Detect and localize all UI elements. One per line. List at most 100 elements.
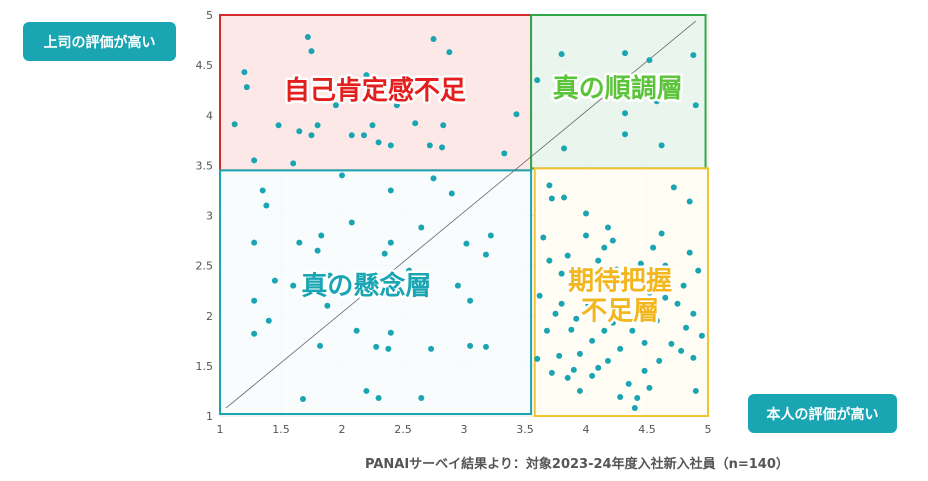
data-point: [412, 120, 419, 127]
data-point: [540, 234, 547, 241]
data-point: [570, 366, 577, 373]
data-point: [698, 332, 705, 339]
data-point: [580, 281, 587, 288]
y-tick-label: 4.5: [196, 59, 214, 72]
data-point: [467, 342, 474, 349]
data-point: [641, 339, 648, 346]
data-point: [646, 384, 653, 391]
data-point: [375, 394, 382, 401]
data-point: [324, 302, 331, 309]
data-point: [381, 250, 388, 257]
data-point: [678, 347, 685, 354]
data-point: [622, 131, 629, 138]
data-point: [629, 327, 636, 334]
data-point: [641, 367, 648, 374]
data-point: [385, 345, 392, 352]
data-point: [348, 132, 355, 139]
data-point: [251, 239, 258, 246]
data-point: [241, 69, 248, 76]
quadrant-label-expectation-gap: 期待把握: [568, 267, 672, 297]
data-point: [680, 282, 687, 289]
data-point: [601, 327, 608, 334]
data-point: [564, 374, 571, 381]
data-point: [653, 98, 660, 105]
data-points: [231, 34, 705, 411]
quadrant-boxes: [219, 14, 710, 417]
data-point: [263, 202, 270, 209]
data-point: [339, 172, 345, 179]
data-point: [387, 142, 394, 149]
data-point: [317, 342, 324, 349]
x-tick-label: 5: [705, 423, 712, 436]
data-point: [318, 232, 325, 239]
data-point: [653, 317, 660, 324]
data-point: [487, 232, 494, 239]
data-point: [634, 302, 641, 309]
y-tick-label: 1.5: [196, 360, 214, 373]
quadrant-label-self-confidence-lack: 自己肯定感不足: [284, 75, 466, 106]
data-point: [314, 122, 321, 129]
data-point: [650, 244, 657, 251]
data-point: [501, 150, 508, 157]
data-point: [440, 122, 447, 129]
data-point: [568, 326, 575, 333]
data-point: [251, 157, 258, 164]
x-tick-label: 1: [217, 423, 224, 436]
data-point: [613, 266, 620, 273]
data-point: [536, 292, 543, 299]
data-point: [658, 230, 665, 237]
data-point: [690, 52, 697, 59]
x-tick-label: 3.5: [516, 423, 534, 436]
data-point: [304, 34, 311, 41]
y-tick-label: 3: [206, 210, 213, 223]
data-point: [360, 132, 367, 139]
data-point: [418, 394, 425, 401]
data-point: [467, 297, 474, 304]
x-tick-label: 4: [583, 423, 590, 436]
axis-ticks: 1 1.5 2 2.5 3 3.5 4 4.5 5 1 1.5 2 2.5 3 3.5 4 4.5 5: [196, 9, 712, 436]
data-point: [589, 372, 596, 379]
data-point: [662, 262, 669, 269]
data-point: [369, 122, 376, 129]
data-point: [231, 121, 238, 128]
quadrant-label-true-concern: 真の懸念層: [301, 271, 431, 302]
data-point: [482, 251, 489, 258]
data-point: [609, 319, 616, 326]
quadrant-box-true-concern: [219, 169, 533, 415]
data-point: [271, 277, 278, 284]
data-point: [314, 247, 321, 254]
x-axis-high-badge: 本人の評価が高い: [748, 394, 897, 433]
data-point: [339, 82, 345, 89]
data-point: [387, 329, 394, 336]
diagonal-line: [225, 20, 697, 409]
data-point: [387, 239, 394, 246]
data-point: [348, 219, 355, 226]
data-point: [454, 282, 461, 289]
data-point: [548, 369, 555, 376]
data-point: [601, 244, 608, 251]
data-point: [670, 184, 677, 191]
data-point: [430, 36, 437, 43]
y-tick-label: 3.5: [196, 159, 214, 172]
data-point: [363, 387, 370, 394]
data-point: [373, 343, 380, 350]
data-point: [561, 145, 568, 152]
data-point: [296, 239, 303, 246]
data-point: [595, 364, 602, 371]
data-point: [439, 144, 446, 151]
y-tick-label: 4: [206, 109, 213, 122]
data-point: [690, 354, 697, 361]
quadrant-label-expectation-gap: 不足層: [581, 297, 659, 327]
data-point: [290, 282, 297, 289]
data-point: [546, 182, 553, 189]
data-point: [625, 380, 632, 387]
data-point: [534, 77, 541, 84]
y-tick-label: 2: [206, 310, 213, 323]
data-point: [662, 294, 669, 301]
data-point: [583, 210, 589, 217]
y-tick-label: 5: [206, 9, 213, 22]
data-point: [406, 267, 413, 274]
data-point: [668, 340, 675, 347]
data-point: [243, 84, 250, 91]
